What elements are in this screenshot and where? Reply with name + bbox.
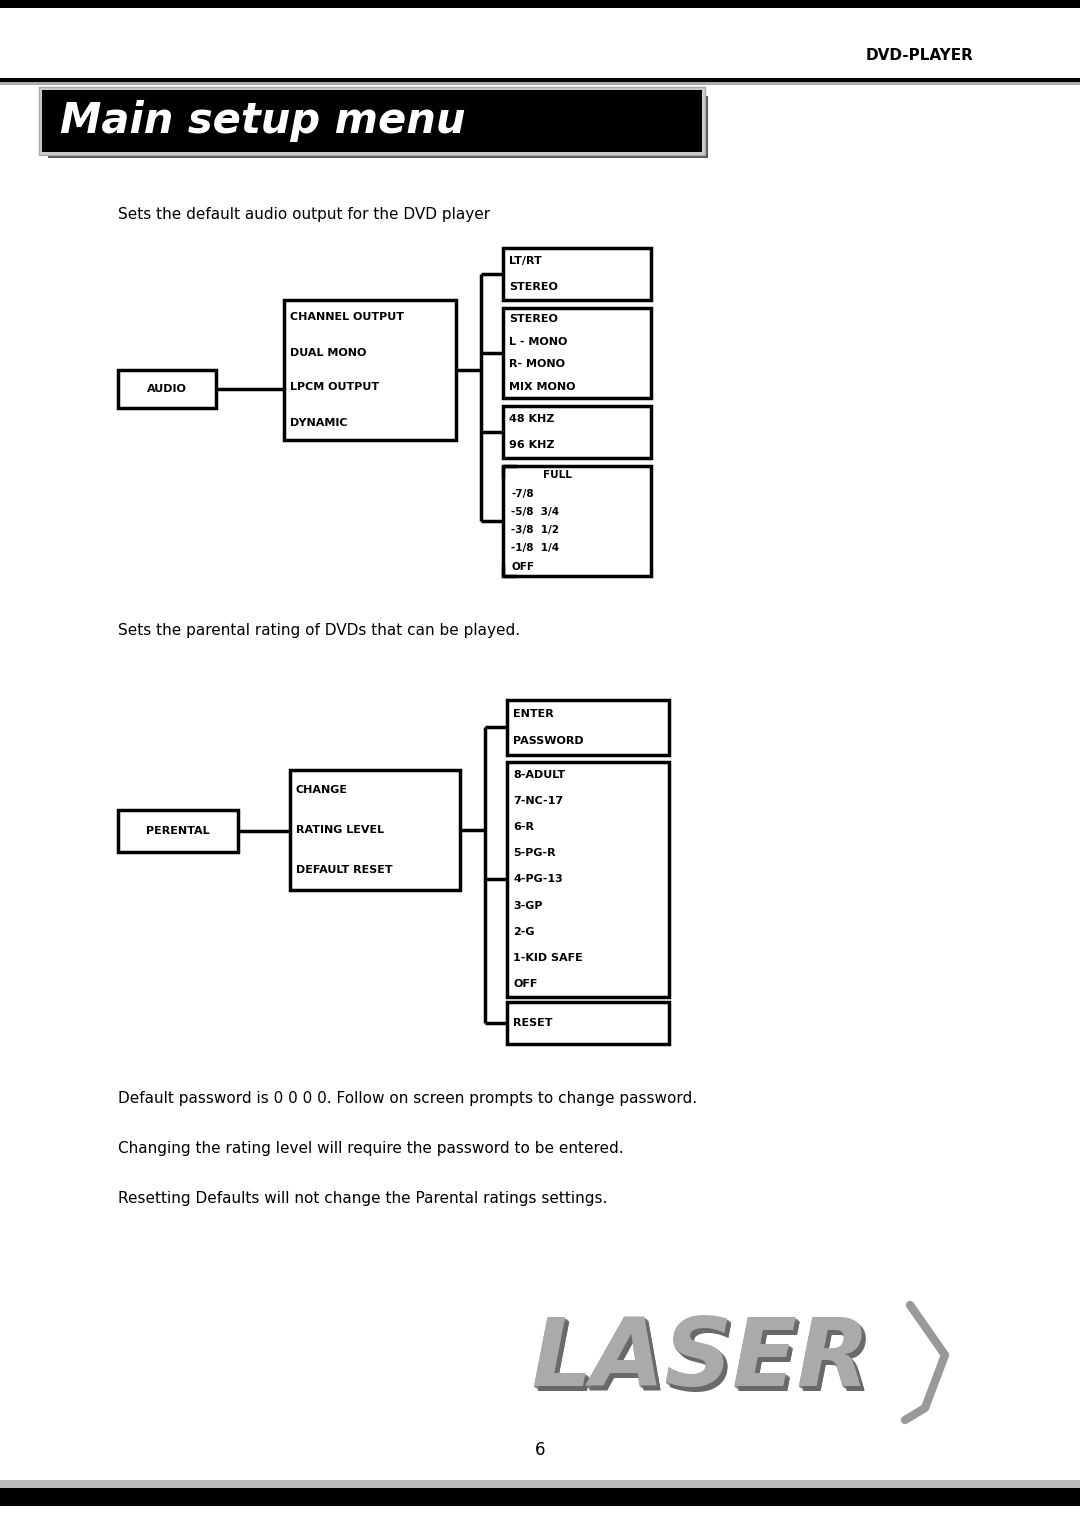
Text: -1/8  1/4: -1/8 1/4: [511, 544, 559, 553]
Text: Resetting Defaults will not change the Parental ratings settings.: Resetting Defaults will not change the P…: [118, 1191, 607, 1205]
Text: CHANGE: CHANGE: [296, 785, 348, 796]
Bar: [507, 1002, 669, 1044]
Bar: [284, 299, 456, 440]
Text: 1-KID SAFE: 1-KID SAFE: [513, 953, 583, 964]
Text: 8-ADULT: 8-ADULT: [513, 770, 565, 780]
Text: 2-G: 2-G: [513, 927, 535, 936]
Bar: [48, 96, 708, 157]
Text: PASSWORD: PASSWORD: [513, 736, 583, 747]
Text: CHANNEL OUTPUT: CHANNEL OUTPUT: [291, 313, 404, 322]
Bar: [0, 78, 1080, 82]
Bar: [118, 370, 216, 408]
Text: 7-NC-17: 7-NC-17: [513, 796, 563, 806]
Text: RATING LEVEL: RATING LEVEL: [296, 825, 384, 835]
Text: DVD-PLAYER: DVD-PLAYER: [866, 47, 974, 63]
Text: PERENTAL: PERENTAL: [146, 826, 210, 835]
Text: DEFAULT RESET: DEFAULT RESET: [296, 864, 393, 875]
Text: -3/8  1/2: -3/8 1/2: [511, 525, 559, 534]
Text: L - MONO: L - MONO: [509, 337, 567, 347]
Text: LASER: LASER: [530, 1315, 869, 1406]
Text: OFF: OFF: [511, 562, 534, 571]
Text: DYNAMIC: DYNAMIC: [291, 417, 348, 428]
Bar: [503, 247, 651, 299]
Text: 6: 6: [535, 1441, 545, 1458]
Bar: [0, 1480, 1080, 1487]
Text: FULL: FULL: [543, 470, 572, 479]
Bar: [0, 1487, 1080, 1506]
Text: OFF: OFF: [513, 979, 538, 989]
Text: -5/8  3/4: -5/8 3/4: [511, 507, 559, 516]
Text: 4-PG-13: 4-PG-13: [513, 875, 563, 884]
Text: 3-GP: 3-GP: [513, 901, 542, 910]
Bar: [0, 82, 1080, 86]
Text: LASER: LASER: [532, 1316, 870, 1408]
Bar: [507, 699, 669, 754]
Bar: [39, 87, 705, 156]
Text: Sets the parental rating of DVDs that can be played.: Sets the parental rating of DVDs that ca…: [118, 623, 521, 637]
Text: Main setup menu: Main setup menu: [60, 99, 465, 142]
Text: LASER: LASER: [534, 1316, 872, 1408]
Bar: [503, 466, 651, 576]
Bar: [0, 0, 1080, 8]
Text: -7/8: -7/8: [511, 489, 534, 498]
Text: R- MONO: R- MONO: [509, 359, 565, 370]
Text: Default password is 0 0 0 0. Follow on screen prompts to change password.: Default password is 0 0 0 0. Follow on s…: [118, 1090, 697, 1106]
Text: AUDIO: AUDIO: [147, 383, 187, 394]
Text: Changing the rating level will require the password to be entered.: Changing the rating level will require t…: [118, 1141, 623, 1156]
Bar: [118, 809, 238, 852]
Text: ENTER: ENTER: [513, 709, 554, 719]
Text: STEREO: STEREO: [509, 315, 558, 324]
Text: LASER: LASER: [535, 1318, 874, 1409]
Text: STEREO: STEREO: [509, 282, 558, 292]
Text: LASER: LASER: [531, 1315, 870, 1406]
Text: Sets the default audio output for the DVD player: Sets the default audio output for the DV…: [118, 208, 490, 223]
Text: DUAL MONO: DUAL MONO: [291, 348, 366, 357]
Text: 96 KHZ: 96 KHZ: [509, 440, 554, 450]
Text: 6-R: 6-R: [513, 822, 534, 832]
Bar: [503, 308, 651, 399]
Text: LASER: LASER: [536, 1319, 874, 1411]
Bar: [291, 770, 460, 890]
Bar: [507, 762, 669, 997]
Bar: [42, 90, 702, 153]
Text: 48 KHZ: 48 KHZ: [509, 414, 554, 425]
Text: MIX MONO: MIX MONO: [509, 382, 576, 392]
Text: RESET: RESET: [513, 1019, 553, 1028]
Text: LASER: LASER: [534, 1318, 873, 1409]
Text: LPCM OUTPUT: LPCM OUTPUT: [291, 382, 379, 392]
Text: LT/RT: LT/RT: [509, 257, 542, 266]
Text: 5-PG-R: 5-PG-R: [513, 849, 555, 858]
Bar: [503, 406, 651, 458]
